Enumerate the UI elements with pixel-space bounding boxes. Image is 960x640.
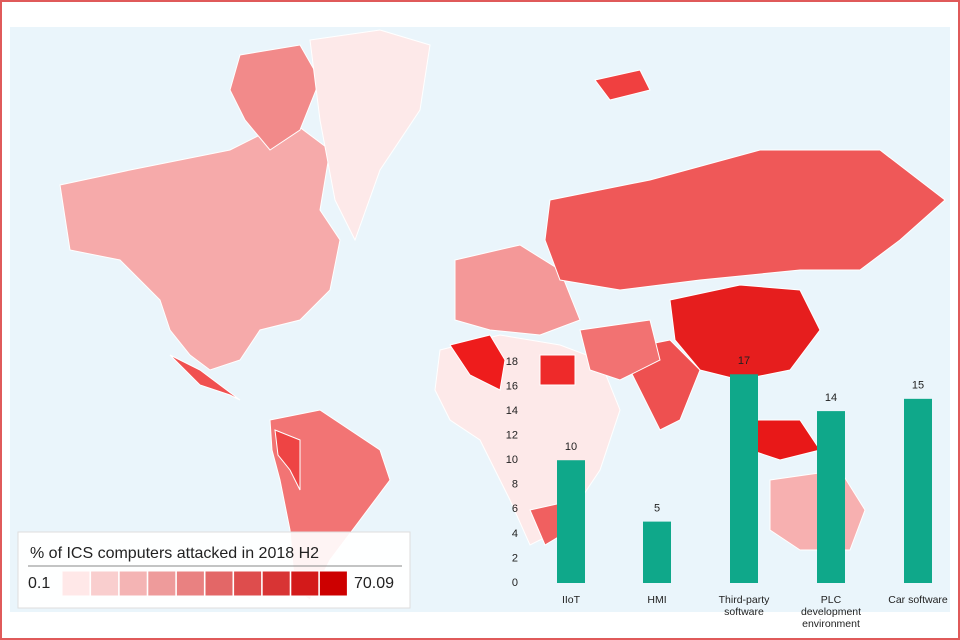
legend-swatch: [233, 570, 263, 597]
y-tick-label: 6: [512, 503, 518, 515]
data-label: 5: [654, 503, 660, 515]
data-label: 14: [825, 392, 837, 404]
y-tick-label: 4: [512, 528, 518, 540]
legend-swatch: [204, 570, 234, 597]
bar: [557, 460, 585, 583]
map-legend: % of ICS computers attacked in 2018 H2 0…: [17, 531, 411, 609]
legend-box: [17, 531, 411, 609]
data-label: 17: [738, 355, 750, 367]
legend-title: % of ICS computers attacked in 2018 H2: [30, 545, 319, 562]
world-map: [59, 29, 946, 601]
legend-swatch: [61, 570, 91, 597]
legend-swatch: [290, 570, 320, 597]
legend-swatch: [261, 570, 291, 597]
legend-scale: [61, 570, 348, 597]
y-tick-label: 8: [512, 479, 518, 491]
x-tick-label: PLC development environment: [800, 594, 862, 630]
legend-min: 0.1: [28, 575, 50, 592]
x-tick-label: IIoT: [561, 594, 581, 606]
legend-swatch: [147, 570, 177, 597]
y-tick-label: 14: [506, 405, 518, 417]
data-label: 10: [565, 441, 577, 453]
bar: [904, 398, 932, 583]
x-tick-label: Car software: [888, 594, 948, 606]
legend-swatch: [318, 570, 348, 597]
legend-max: 70.09: [354, 575, 394, 592]
legend-swatch: [118, 570, 148, 597]
y-tick-label: 12: [506, 430, 518, 442]
legend-swatch: [90, 570, 120, 597]
data-label: 15: [912, 380, 924, 392]
y-tick-label: 16: [506, 380, 518, 392]
x-tick-label: Third-party software: [718, 594, 770, 618]
x-tick-label: HMI: [647, 594, 667, 606]
y-tick-label: 18: [506, 356, 518, 368]
bar: [643, 521, 671, 583]
y-tick-label: 2: [512, 552, 518, 564]
bar: [730, 374, 758, 583]
legend-swatch: [175, 570, 205, 597]
y-tick-label: 0: [512, 577, 518, 589]
y-tick-label: 10: [506, 454, 518, 466]
bar: [817, 411, 845, 583]
